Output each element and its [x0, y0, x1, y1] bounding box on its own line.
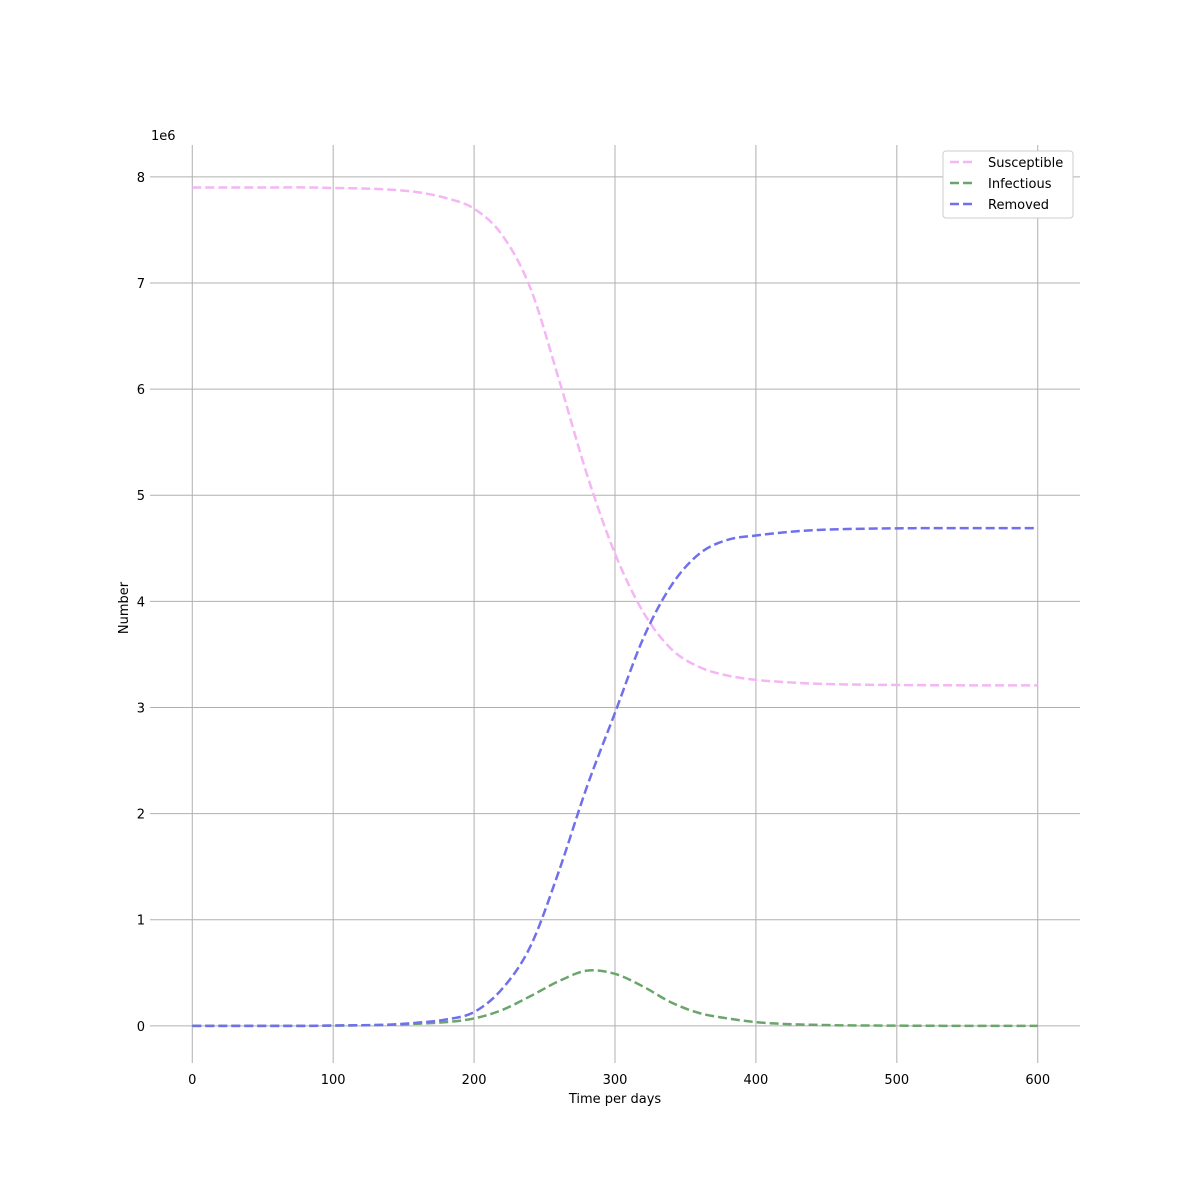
y-tick-label: 4 [137, 595, 145, 610]
y-axis-offset-label: 1e6 [151, 129, 176, 144]
x-tick-label: 300 [603, 1073, 628, 1088]
legend-frame [942, 150, 1074, 219]
y-tick-label: 8 [137, 171, 145, 186]
x-tick-label: 200 [462, 1073, 487, 1088]
series-lines [192, 186, 1038, 1028]
series-line-removed [192, 526, 1038, 1028]
y-tick-label: 6 [137, 383, 145, 398]
legend-label-infectious: Infectious [988, 177, 1052, 192]
y-tick-label: 2 [137, 808, 145, 823]
legend-label-susceptible: Susceptible [988, 156, 1063, 171]
x-axis-ticks: 0 100 200 300 400 500 600 [188, 1073, 1050, 1088]
x-tick-label: 600 [1025, 1073, 1050, 1088]
x-tick-label: 100 [321, 1073, 346, 1088]
y-tick-label: 1 [137, 914, 145, 929]
legend: Susceptible Infectious Removed [942, 150, 1074, 219]
y-tick-label: 0 [137, 1020, 145, 1035]
x-tick-label: 400 [743, 1073, 768, 1088]
y-axis-label: Number [117, 581, 132, 634]
series-line-infectious [192, 969, 1038, 1028]
legend-label-removed: Removed [988, 198, 1049, 213]
series-line-susceptible [192, 186, 1038, 687]
x-tick-label: 0 [188, 1073, 196, 1088]
y-tick-label: 5 [137, 489, 145, 504]
y-tick-label: 3 [137, 701, 145, 716]
x-axis-label: Time per days [568, 1092, 662, 1107]
y-axis-ticks: 0 1 2 3 4 5 6 7 8 [137, 171, 145, 1035]
x-tick-label: 500 [884, 1073, 909, 1088]
y-tick-label: 7 [137, 277, 145, 292]
grid-lines [150, 145, 1080, 1063]
